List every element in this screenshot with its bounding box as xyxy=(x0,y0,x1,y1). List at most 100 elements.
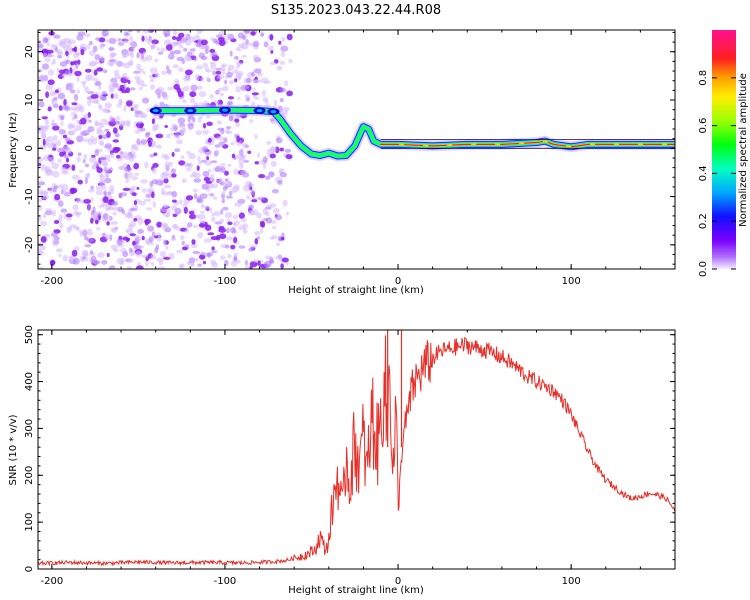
noise-speckle xyxy=(188,257,196,264)
noise-speckle xyxy=(83,154,88,160)
noise-speckle xyxy=(168,252,175,260)
noise-speckle xyxy=(166,133,171,139)
noise-speckle xyxy=(40,74,45,81)
noise-speckle xyxy=(49,90,56,97)
noise-speckle xyxy=(200,251,208,256)
y-tick-label: 0 xyxy=(24,145,35,151)
noise-speckle xyxy=(73,210,79,216)
noise-speckle xyxy=(198,91,207,98)
noise-speckle xyxy=(266,205,272,209)
noise-speckle xyxy=(104,121,110,126)
noise-speckle xyxy=(105,215,112,222)
noise-speckle xyxy=(106,206,115,211)
noise-speckle xyxy=(109,152,115,159)
noise-speckle xyxy=(111,201,119,206)
noise-speckle xyxy=(200,39,208,46)
noise-speckle xyxy=(156,144,162,149)
noise-speckle xyxy=(204,45,210,51)
noise-speckle xyxy=(202,260,207,265)
noise-speckle xyxy=(65,50,69,56)
noise-speckle xyxy=(52,209,56,217)
noise-speckle xyxy=(198,223,206,228)
noise-speckle xyxy=(55,248,63,253)
noise-speckle xyxy=(94,149,99,157)
noise-speckle xyxy=(146,207,153,211)
noise-speckle xyxy=(224,178,229,182)
noise-speckle xyxy=(51,162,60,170)
noise-speckle xyxy=(119,151,124,155)
noise-speckle xyxy=(56,67,60,73)
noise-speckle xyxy=(147,225,155,232)
noise-speckle xyxy=(105,233,110,240)
noise-speckle xyxy=(74,246,80,252)
noise-speckle xyxy=(57,158,62,163)
noise-speckle xyxy=(142,30,151,34)
noise-speckle xyxy=(74,70,82,77)
noise-speckle xyxy=(73,226,80,230)
noise-speckle xyxy=(260,227,264,234)
noise-speckle xyxy=(97,252,105,259)
noise-speckle xyxy=(101,232,106,237)
noise-speckle xyxy=(42,138,46,146)
noise-speckle xyxy=(123,105,127,112)
noise-speckle xyxy=(204,48,209,55)
noise-speckle xyxy=(70,61,75,66)
noise-speckle xyxy=(215,179,224,184)
noise-speckle xyxy=(151,118,155,125)
noise-speckle xyxy=(187,122,194,130)
noise-speckle xyxy=(117,41,125,46)
noise-speckle xyxy=(98,105,102,110)
snr-panel: -200 -100 0 100 0 100 200 300 400 500 Height of s… xyxy=(8,325,676,596)
noise-speckle xyxy=(136,121,144,129)
noise-speckle xyxy=(206,183,214,189)
noise-speckle xyxy=(134,110,143,115)
noise-speckle xyxy=(88,156,97,164)
noise-speckle xyxy=(239,163,244,170)
noise-speckle xyxy=(112,221,118,225)
noise-speckle xyxy=(174,207,182,215)
noise-speckle xyxy=(38,125,44,130)
noise-speckle xyxy=(224,180,233,186)
noise-speckle xyxy=(93,99,99,104)
noise-speckle xyxy=(171,36,177,40)
noise-speckle xyxy=(152,162,159,168)
noise-speckle xyxy=(235,85,242,93)
noise-speckle xyxy=(178,67,184,73)
noise-speckle xyxy=(265,97,269,105)
noise-speckle xyxy=(137,262,141,266)
noise-speckle xyxy=(192,250,201,255)
noise-speckle xyxy=(281,36,286,42)
noise-speckle xyxy=(196,165,200,171)
snr-ylabel: SNR (10 * v/v) xyxy=(8,414,19,485)
noise-speckle xyxy=(236,135,240,143)
noise-speckle xyxy=(233,255,238,263)
noise-speckle xyxy=(150,261,155,267)
noise-speckle xyxy=(186,150,191,155)
noise-speckle xyxy=(104,143,113,149)
noise-speckle xyxy=(235,241,240,245)
noise-speckle xyxy=(263,41,269,48)
noise-speckle xyxy=(161,70,167,75)
noise-speckle xyxy=(116,257,125,265)
noise-speckle xyxy=(95,37,100,41)
noise-speckle xyxy=(122,54,127,59)
noise-speckle xyxy=(141,235,145,241)
noise-speckle xyxy=(179,45,184,49)
colorbar-tick-label: 0.8 xyxy=(698,70,709,86)
noise-speckle xyxy=(152,201,156,208)
noise-speckle xyxy=(58,129,66,135)
noise-speckle xyxy=(234,68,239,75)
noise-speckle xyxy=(182,246,188,251)
noise-speckle xyxy=(96,127,102,133)
noise-speckle xyxy=(179,199,183,205)
noise-speckle xyxy=(188,152,196,160)
noise-speckle xyxy=(137,79,145,87)
noise-speckle xyxy=(136,52,140,59)
noise-speckle xyxy=(278,40,282,45)
noise-speckle xyxy=(145,55,153,61)
noise-speckle xyxy=(209,94,214,99)
noise-speckle xyxy=(41,63,50,70)
noise-speckle xyxy=(133,172,140,176)
noise-speckle xyxy=(58,184,64,190)
